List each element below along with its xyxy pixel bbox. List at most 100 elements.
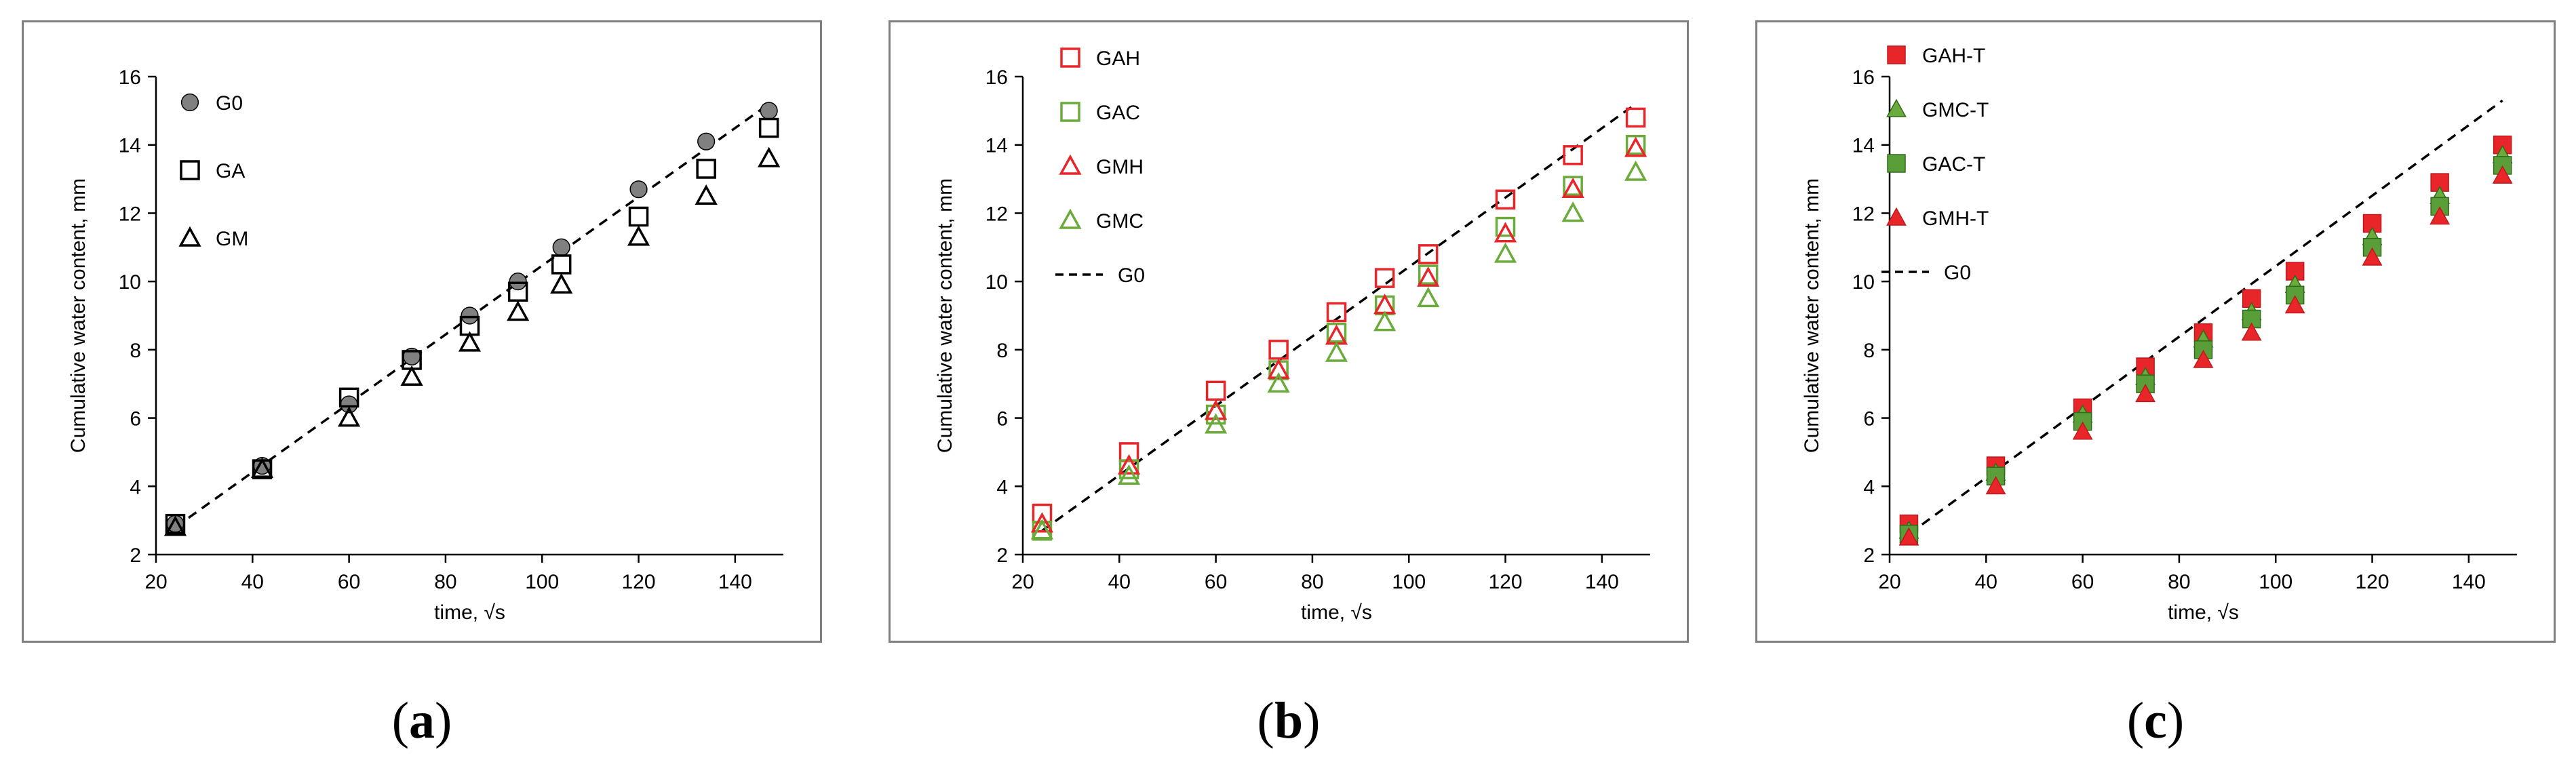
data-point-gmh-t <box>2241 322 2262 341</box>
data-point-gah <box>1563 145 1583 165</box>
data-point-gah <box>1205 380 1226 401</box>
y-tick-label: 14 <box>119 135 141 157</box>
data-point-gmh <box>1267 358 1290 379</box>
legend-label-gah-t: GAH-T <box>1922 45 1985 67</box>
x-tick-label: 20 <box>1878 571 1900 593</box>
data-point-gm <box>627 225 650 246</box>
data-point-gmh-t <box>2284 295 2305 314</box>
data-point-ga <box>758 117 779 138</box>
x-tick-label: 100 <box>525 571 559 593</box>
data-point-gmh-t <box>2492 165 2513 184</box>
x-tick-label: 120 <box>1489 571 1523 593</box>
legend-label-gmc-t: GMC-T <box>1922 99 1989 121</box>
legend-label-gac: GAC <box>1096 102 1140 124</box>
legend-marker-ga <box>180 160 200 180</box>
y-tick-label: 10 <box>1852 271 1875 294</box>
chart-b: 20 40 60 80 100 120 140 2 4 6 8 10 12 14 16 time, √s Cum… <box>934 47 1650 624</box>
legend: G0 GA GM <box>178 92 248 250</box>
y-tick-label: 14 <box>985 135 1008 157</box>
data-point-gah-t <box>2285 262 2305 281</box>
data-point-gmh-t <box>2193 349 2214 368</box>
x-axis-label: time, √s <box>434 601 505 624</box>
y-tick-label: 6 <box>996 408 1008 431</box>
y-tick-label: 16 <box>119 66 141 89</box>
y-axis-label: Cumulative water content, mm <box>67 178 90 453</box>
data-point-gmc <box>1030 519 1054 540</box>
x-tick-label: 80 <box>1301 571 1323 593</box>
legend-label-gmc: GMC <box>1096 210 1144 233</box>
data-point-gah <box>1418 244 1439 264</box>
legend-label-ga: GA <box>216 160 245 182</box>
data-point-gm <box>163 515 187 536</box>
data-point-gmc <box>1117 464 1141 485</box>
x-tick-label: 120 <box>622 571 656 593</box>
x-tick-label: 40 <box>1975 571 1997 593</box>
data-point-gm <box>400 365 423 386</box>
y-tick-label: 8 <box>996 340 1008 362</box>
data-point-gm <box>250 457 274 478</box>
data-point-gm <box>337 406 361 427</box>
reference-line-g0 <box>1041 102 1637 532</box>
chart-a: 20 40 60 80 100 120 140 2 4 6 8 10 12 14 16 time, √s Cum… <box>67 66 783 624</box>
data-point-g0 <box>552 238 570 256</box>
y-tick-label: 2 <box>130 544 141 567</box>
y-tick-label: 10 <box>119 271 141 294</box>
x-axis-label: time, √s <box>2168 601 2239 624</box>
legend: GAH GAC GMH GMC G0 <box>1055 47 1145 287</box>
data-point-gmh <box>1624 136 1647 157</box>
data-point-gah <box>1495 189 1516 210</box>
series-gac <box>1032 134 1646 541</box>
x-tick-label: 140 <box>2452 571 2486 593</box>
data-point-gmh-t <box>1985 476 2006 495</box>
data-point-gac <box>1205 404 1226 425</box>
legend-label-gmh-t: GMH-T <box>1922 207 1989 230</box>
data-point-gmc <box>1204 413 1228 434</box>
x-tick-label: 40 <box>1108 571 1131 593</box>
legend-label-g0: G0 <box>1944 262 1971 284</box>
x-axis-label: time, √s <box>1301 601 1372 624</box>
data-point-gmh-t <box>2135 384 2156 403</box>
chart-panel-a: 20 40 60 80 100 120 140 2 4 6 8 10 12 14 16 time, √s Cum… <box>22 20 822 643</box>
data-point-gmc <box>1561 201 1584 222</box>
x-tick-label: 40 <box>241 571 264 593</box>
data-point-gmh <box>1417 266 1440 287</box>
series-gmh-t <box>1898 165 2513 546</box>
data-point-gmh <box>1494 222 1517 243</box>
legend-marker-gac-t <box>1887 154 1906 173</box>
series-ga <box>165 117 779 534</box>
data-point-g0 <box>629 180 648 199</box>
y-tick-label: 6 <box>130 408 141 431</box>
data-point-gmh <box>1373 294 1397 315</box>
legend-marker-gmc-t <box>1886 98 1907 117</box>
legend-marker-gah-t <box>1887 45 1906 64</box>
legend-label-gm: GM <box>216 228 248 250</box>
data-point-gmh <box>1030 512 1054 533</box>
x-tick-label: 80 <box>2168 571 2190 593</box>
data-point-gm <box>695 184 718 205</box>
legend-marker-gmh <box>1059 154 1082 175</box>
x-tick-label: 20 <box>1011 571 1034 593</box>
data-point-gm <box>458 331 482 352</box>
data-point-gmh <box>1117 454 1141 475</box>
y-tick-label: 8 <box>130 340 141 362</box>
data-point-gac <box>1625 134 1646 155</box>
data-point-gah <box>1625 107 1646 128</box>
x-tick-label: 60 <box>1205 571 1227 593</box>
y-tick-label: 4 <box>1863 476 1875 498</box>
legend-label-g0: G0 <box>1118 264 1145 287</box>
data-point-gm <box>758 146 781 167</box>
legend-label-gah: GAH <box>1096 47 1140 70</box>
data-point-gmh <box>1204 399 1228 420</box>
y-tick-label: 6 <box>1863 408 1875 431</box>
series-gmc <box>1030 160 1647 540</box>
y-tick-label: 4 <box>996 476 1008 498</box>
data-point-gmh-t <box>2072 421 2093 440</box>
x-tick-label: 120 <box>2356 571 2389 593</box>
data-point-gmh-t <box>2429 206 2451 225</box>
y-tick-label: 2 <box>1863 544 1875 567</box>
data-point-gmc <box>1494 242 1517 263</box>
y-tick-label: 16 <box>985 66 1008 89</box>
data-point-ga <box>696 159 716 179</box>
y-axis-label: Cumulative water content, mm <box>1801 178 1823 453</box>
x-tick-label: 100 <box>2259 571 2292 593</box>
